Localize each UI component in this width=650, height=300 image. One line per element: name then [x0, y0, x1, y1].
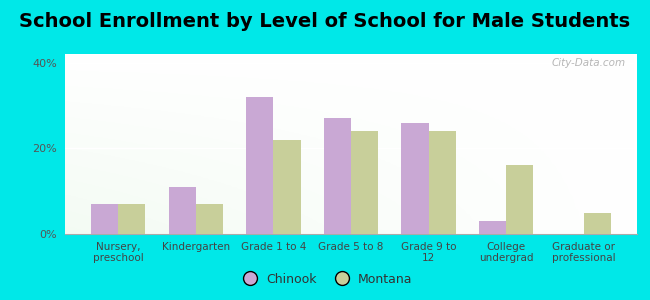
Bar: [506, 165, 534, 234]
Bar: [118, 204, 146, 234]
Bar: [196, 204, 223, 234]
Bar: [274, 140, 300, 234]
Bar: [584, 213, 611, 234]
Text: City-Data.com: City-Data.com: [551, 58, 625, 68]
Bar: [428, 131, 456, 234]
Bar: [168, 187, 196, 234]
Bar: [91, 204, 118, 234]
Bar: [351, 131, 378, 234]
Legend: Chinook, Montana: Chinook, Montana: [233, 268, 417, 291]
Bar: [324, 118, 351, 234]
Bar: [402, 123, 428, 234]
Text: School Enrollment by Level of School for Male Students: School Enrollment by Level of School for…: [20, 12, 630, 31]
Bar: [246, 97, 274, 234]
Bar: [479, 221, 506, 234]
